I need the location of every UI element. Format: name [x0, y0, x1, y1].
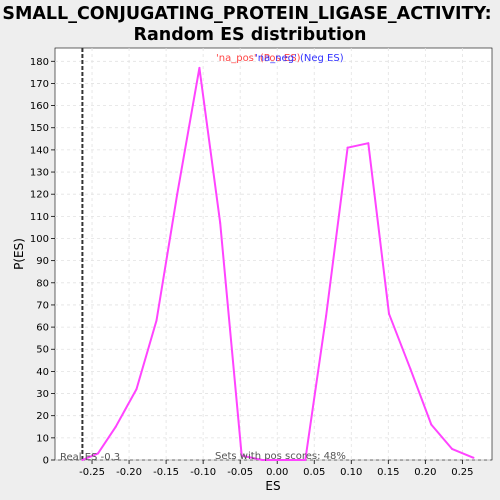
data-point [325, 315, 328, 318]
y-tick-label: 60 [36, 323, 49, 334]
data-point [451, 447, 454, 450]
legend-pos-label: 'na_pos' (Pos ES) [216, 53, 301, 64]
data-point [472, 456, 475, 459]
y-tick-label: 40 [36, 367, 49, 378]
y-tick-label: 160 [30, 101, 49, 112]
y-tick-label: 130 [30, 168, 49, 179]
x-tick-label: 0.20 [414, 467, 436, 478]
y-tick-label: 180 [30, 57, 49, 68]
x-axis-label: ES [265, 479, 280, 493]
data-point [155, 319, 158, 322]
plot-area [54, 47, 493, 461]
y-tick-label: 120 [30, 190, 49, 201]
data-point [409, 368, 412, 371]
x-tick-label: -0.15 [153, 467, 179, 478]
y-tick-label: 90 [36, 256, 49, 267]
data-point [388, 312, 391, 315]
data-point [283, 459, 286, 461]
y-axis-label: P(ES) [12, 238, 26, 270]
y-tick-label: 140 [30, 145, 49, 156]
data-point [304, 459, 307, 461]
y-tick-label: 50 [36, 345, 49, 356]
y-tick-label: 0 [43, 456, 49, 467]
legend-neg-label: 'na_neg' (Neg ES) [255, 53, 344, 64]
data-point [219, 221, 222, 224]
x-tick-label: 0.00 [266, 467, 288, 478]
x-tick-label: -0.05 [227, 467, 253, 478]
y-tick-label: 110 [30, 212, 49, 223]
data-point [114, 425, 117, 428]
y-tick-label: 20 [36, 411, 49, 422]
y-tick-label: 170 [30, 79, 49, 90]
y-tick-label: 70 [36, 300, 49, 311]
x-tick-label: 0.05 [303, 467, 325, 478]
x-tick-label: -0.10 [190, 467, 216, 478]
chart-title-line1: SMALL_CONJUGATING_PROTEIN_LIGASE_ACTIVIT… [2, 4, 491, 24]
real-es-label: Real ES -0.3 [60, 452, 120, 463]
y-tick-label: 80 [36, 278, 49, 289]
x-tick-label: 0.25 [451, 467, 473, 478]
y-tick-label: 150 [30, 123, 49, 134]
x-tick-label: 0.15 [377, 467, 399, 478]
data-point [81, 459, 84, 461]
data-point [240, 454, 243, 457]
data-point [96, 452, 99, 455]
series-layer [81, 48, 475, 461]
data-point [198, 66, 201, 69]
y-tick-label: 100 [30, 234, 49, 245]
data-point [176, 193, 179, 196]
sets-pos-label: Sets with pos scores: 48% [215, 451, 346, 462]
data-point [346, 146, 349, 149]
y-tick-label: 10 [36, 433, 49, 444]
x-tick-label: 0.10 [340, 467, 362, 478]
data-point [430, 423, 433, 426]
axis-layer: 0 10 20 30 40 50 60 70 80 90 100 110 120 130 140 150 160… [30, 57, 474, 478]
chart-title-line2: Random ES distribution [133, 25, 366, 45]
grid-layer [55, 48, 492, 461]
data-point [135, 388, 138, 391]
data-point [261, 459, 264, 461]
y-tick-label: 30 [36, 389, 49, 400]
data-point [367, 142, 370, 145]
x-tick-label: -0.25 [79, 467, 105, 478]
x-tick-label: -0.20 [116, 467, 142, 478]
es-distribution-line [82, 66, 474, 461]
